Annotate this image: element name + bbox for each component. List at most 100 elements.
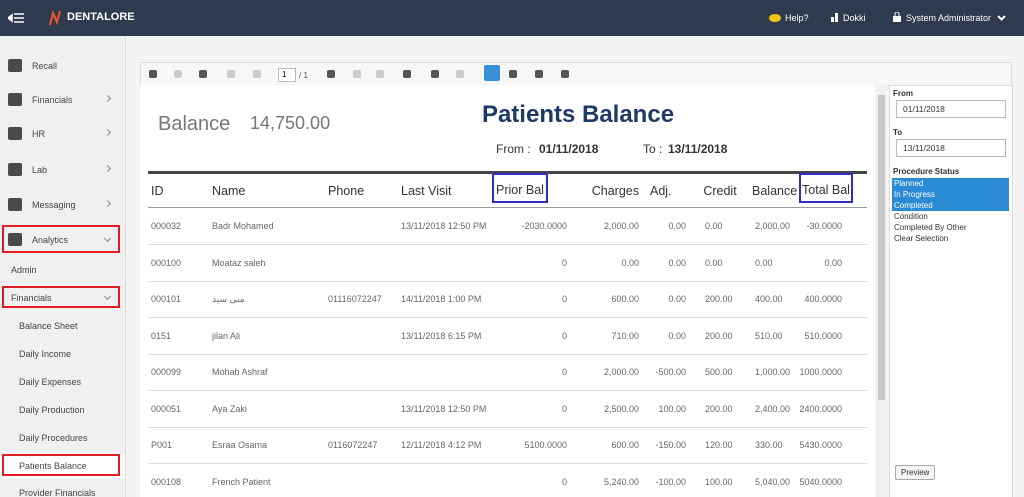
help-icon [769,14,781,22]
table-cell: -2030.0000 [521,221,567,231]
sidebar-item[interactable]: Daily Income [0,342,125,366]
toolbar-button[interactable] [253,70,261,78]
table-cell: 710.00 [611,330,639,341]
status-option[interactable]: In Progress [892,189,1009,200]
sidebar-item[interactable]: Admin [0,258,125,282]
toolbar-button[interactable] [484,65,500,81]
sidebar-chevron [103,199,112,208]
toolbar-button[interactable] [509,70,517,78]
status-option[interactable]: Planned [892,178,1009,189]
status-option[interactable]: Completed [892,200,1009,211]
sidebar-label: Balance Sheet [19,321,78,331]
toolbar-button[interactable] [535,70,543,78]
table-cell: 200.00 [705,330,733,341]
status-option[interactable]: Completed By Other [894,223,967,232]
clear-selection[interactable]: Clear Selection [894,234,949,243]
column-header: Balance [752,184,798,198]
table-cell: 120.00 [705,440,733,450]
page-input[interactable]: 1 [278,68,296,82]
to-date: 13/11/2018 [668,142,728,156]
table-cell: 2400.0000 [799,403,842,414]
table-cell: 000100 [151,257,182,268]
to-filter-date[interactable]: 13/11/2018 [896,139,1006,157]
table-cell: 500.00 [705,367,733,377]
balance-value: 14,750.00 [250,113,331,133]
row-rule [148,390,867,391]
table-cell: 510.00 [755,330,783,341]
sidebar-item[interactable]: Daily Production [0,398,125,422]
user-caret[interactable] [997,15,1006,21]
report-toolbar: 1 / 1 [140,62,1012,86]
preview-button[interactable]: Preview [895,465,936,480]
toolbar-button[interactable] [353,70,361,78]
toolbar-button[interactable] [431,70,439,78]
sidebar-item[interactable]: Balance Sheet [0,314,125,338]
toolbar-button[interactable] [327,70,335,78]
to-label: To : [643,142,663,156]
status-label: Procedure Status [893,167,960,176]
column-header: Charges [591,184,639,198]
sidebar-item[interactable]: Financials [0,88,125,112]
sidebar-item[interactable]: Provider Financials [0,481,125,497]
toolbar-button[interactable] [199,70,207,78]
toolbar-button[interactable] [376,70,384,78]
menu-toggle[interactable] [8,12,24,24]
help[interactable]: Help? [785,13,809,23]
toolbar-button[interactable] [561,70,569,78]
sidebar-chevron [103,128,112,137]
table-cell: 0 [561,476,567,487]
sidebar-icon [8,233,22,246]
sidebar-label: Financials [11,293,52,303]
sidebar-label: Provider Financials [19,488,96,497]
column-header: Total Bal [799,173,853,203]
toolbar-button[interactable] [149,70,157,78]
table-cell: 200.00 [705,294,733,304]
highlight-box [2,454,120,476]
from-filter-date[interactable]: 01/11/2018 [896,100,1006,118]
sidebar-item[interactable]: Financials [0,286,125,310]
status-list: Planned In Progress Completed Condition Comp… [892,178,1009,244]
sidebar-item[interactable]: HR [0,122,125,146]
table-cell: 0 [561,294,567,304]
logo [48,9,62,26]
scrollbar[interactable] [876,85,887,497]
table-cell: 100.00 [658,403,686,414]
report-rule [148,171,867,174]
toolbar-button[interactable] [174,70,182,78]
sidebar-label: Daily Procedures [19,433,88,443]
table-cell: 600.00 [611,294,639,304]
row-rule [148,353,867,355]
table-cell: 1000.0000 [799,367,842,377]
sidebar-chevron [103,94,112,103]
table-cell: -100.00 [655,476,686,487]
toolbar-button[interactable] [456,70,464,78]
column-header: Adj. [650,184,672,198]
sidebar-label: Admin [11,265,37,275]
table-cell: P001 [151,440,173,450]
branch[interactable]: Dokki [843,13,866,23]
sidebar-icon [8,163,22,176]
toolbar-button[interactable] [403,70,411,78]
sidebar-item[interactable]: Recall [0,54,125,78]
sidebar-label: Analytics [32,235,69,245]
sidebar-item[interactable]: Messaging [0,193,125,217]
table-cell: منى سيد [212,294,245,304]
status-option[interactable]: Condition [894,212,928,221]
sidebar-item[interactable]: Patients Balance [0,454,125,478]
branch-icon [831,13,838,22]
sidebar-item[interactable]: Daily Procedures [0,426,125,450]
from-date: 01/11/2018 [539,142,599,156]
table-cell: 01116072247 [328,294,382,304]
toolbar-button[interactable] [227,70,235,78]
sidebar-label: Lab [32,165,48,175]
table-cell: 5040.0000 [799,476,842,487]
column-header: Last Visit [401,184,452,198]
sidebar-item[interactable]: Daily Expenses [0,370,125,394]
table-cell: 2,400.00 [755,403,791,414]
table-cell: Badr Mohamed [212,221,274,231]
table-cell: 0 [561,367,567,377]
sidebar-item[interactable]: Analytics [0,225,125,253]
table-cell: 330.00 [755,440,783,450]
sidebar-item[interactable]: Lab [0,158,125,182]
user[interactable]: System Administrator [906,13,992,23]
